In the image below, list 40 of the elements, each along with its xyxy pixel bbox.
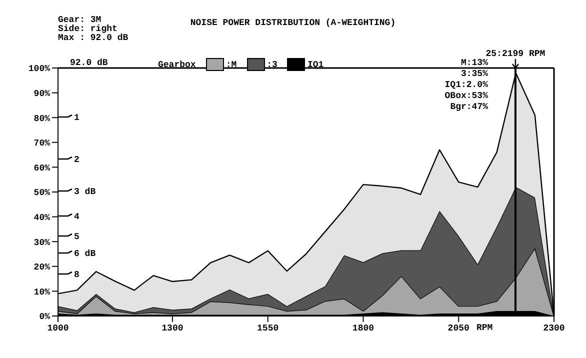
annotation: 8 (74, 270, 80, 280)
annotation: 5 (74, 232, 80, 242)
y-tick-label: 20% (34, 262, 51, 273)
annotation: 6 dB (74, 249, 96, 259)
annotation: 1 (74, 113, 80, 123)
legend-label: :3 (266, 60, 278, 70)
x-tick-label: 2050 (448, 323, 470, 334)
annotation: 3 dB (74, 187, 96, 197)
text: Gear: 3M (58, 15, 102, 25)
annotation: 3:35% (460, 69, 488, 80)
x-tick-label: 2300 (543, 323, 565, 334)
annotation: IQ1:2.0% (444, 80, 488, 91)
annotation: 92.0 dB (70, 58, 108, 68)
x-tick-label: 1800 (352, 323, 374, 334)
y-tick-label: 90% (34, 88, 51, 99)
y-tick-label: 70% (34, 138, 51, 149)
x-tick-label: 1550 (257, 323, 279, 334)
y-tick-label: 60% (34, 163, 51, 174)
x-tick-label: 1000 (47, 323, 69, 334)
annotation: M:13% (460, 58, 488, 69)
x-tick-label: 1300 (162, 323, 184, 334)
y-tick-label: 10% (34, 287, 51, 298)
ref-line-label: 25:2199 RPM (486, 49, 546, 59)
y-tick-label: 0% (39, 312, 51, 322)
y-tick-label: 50% (34, 188, 51, 198)
legend-label: IQ1 (307, 60, 324, 70)
text: Side: right (58, 24, 118, 34)
chart-title: NOISE POWER DISTRIBUTION (A-WEIGHTING) (190, 18, 396, 28)
text: Max : 92.0 dB (58, 33, 128, 43)
annotation: 2 (74, 155, 80, 165)
legend-label: :M (226, 60, 237, 70)
y-tick-label: 80% (34, 114, 51, 124)
annotation: Bgr:47% (449, 102, 488, 113)
x-axis-title: RPM (476, 323, 493, 333)
y-tick-label: 40% (34, 212, 51, 223)
annotation: OBox:53% (444, 91, 488, 102)
annotation: 4 (74, 212, 80, 222)
y-tick-label: 30% (34, 238, 51, 248)
legend-title: Gearbox (158, 60, 196, 70)
y-tick-label: 100% (28, 64, 51, 74)
